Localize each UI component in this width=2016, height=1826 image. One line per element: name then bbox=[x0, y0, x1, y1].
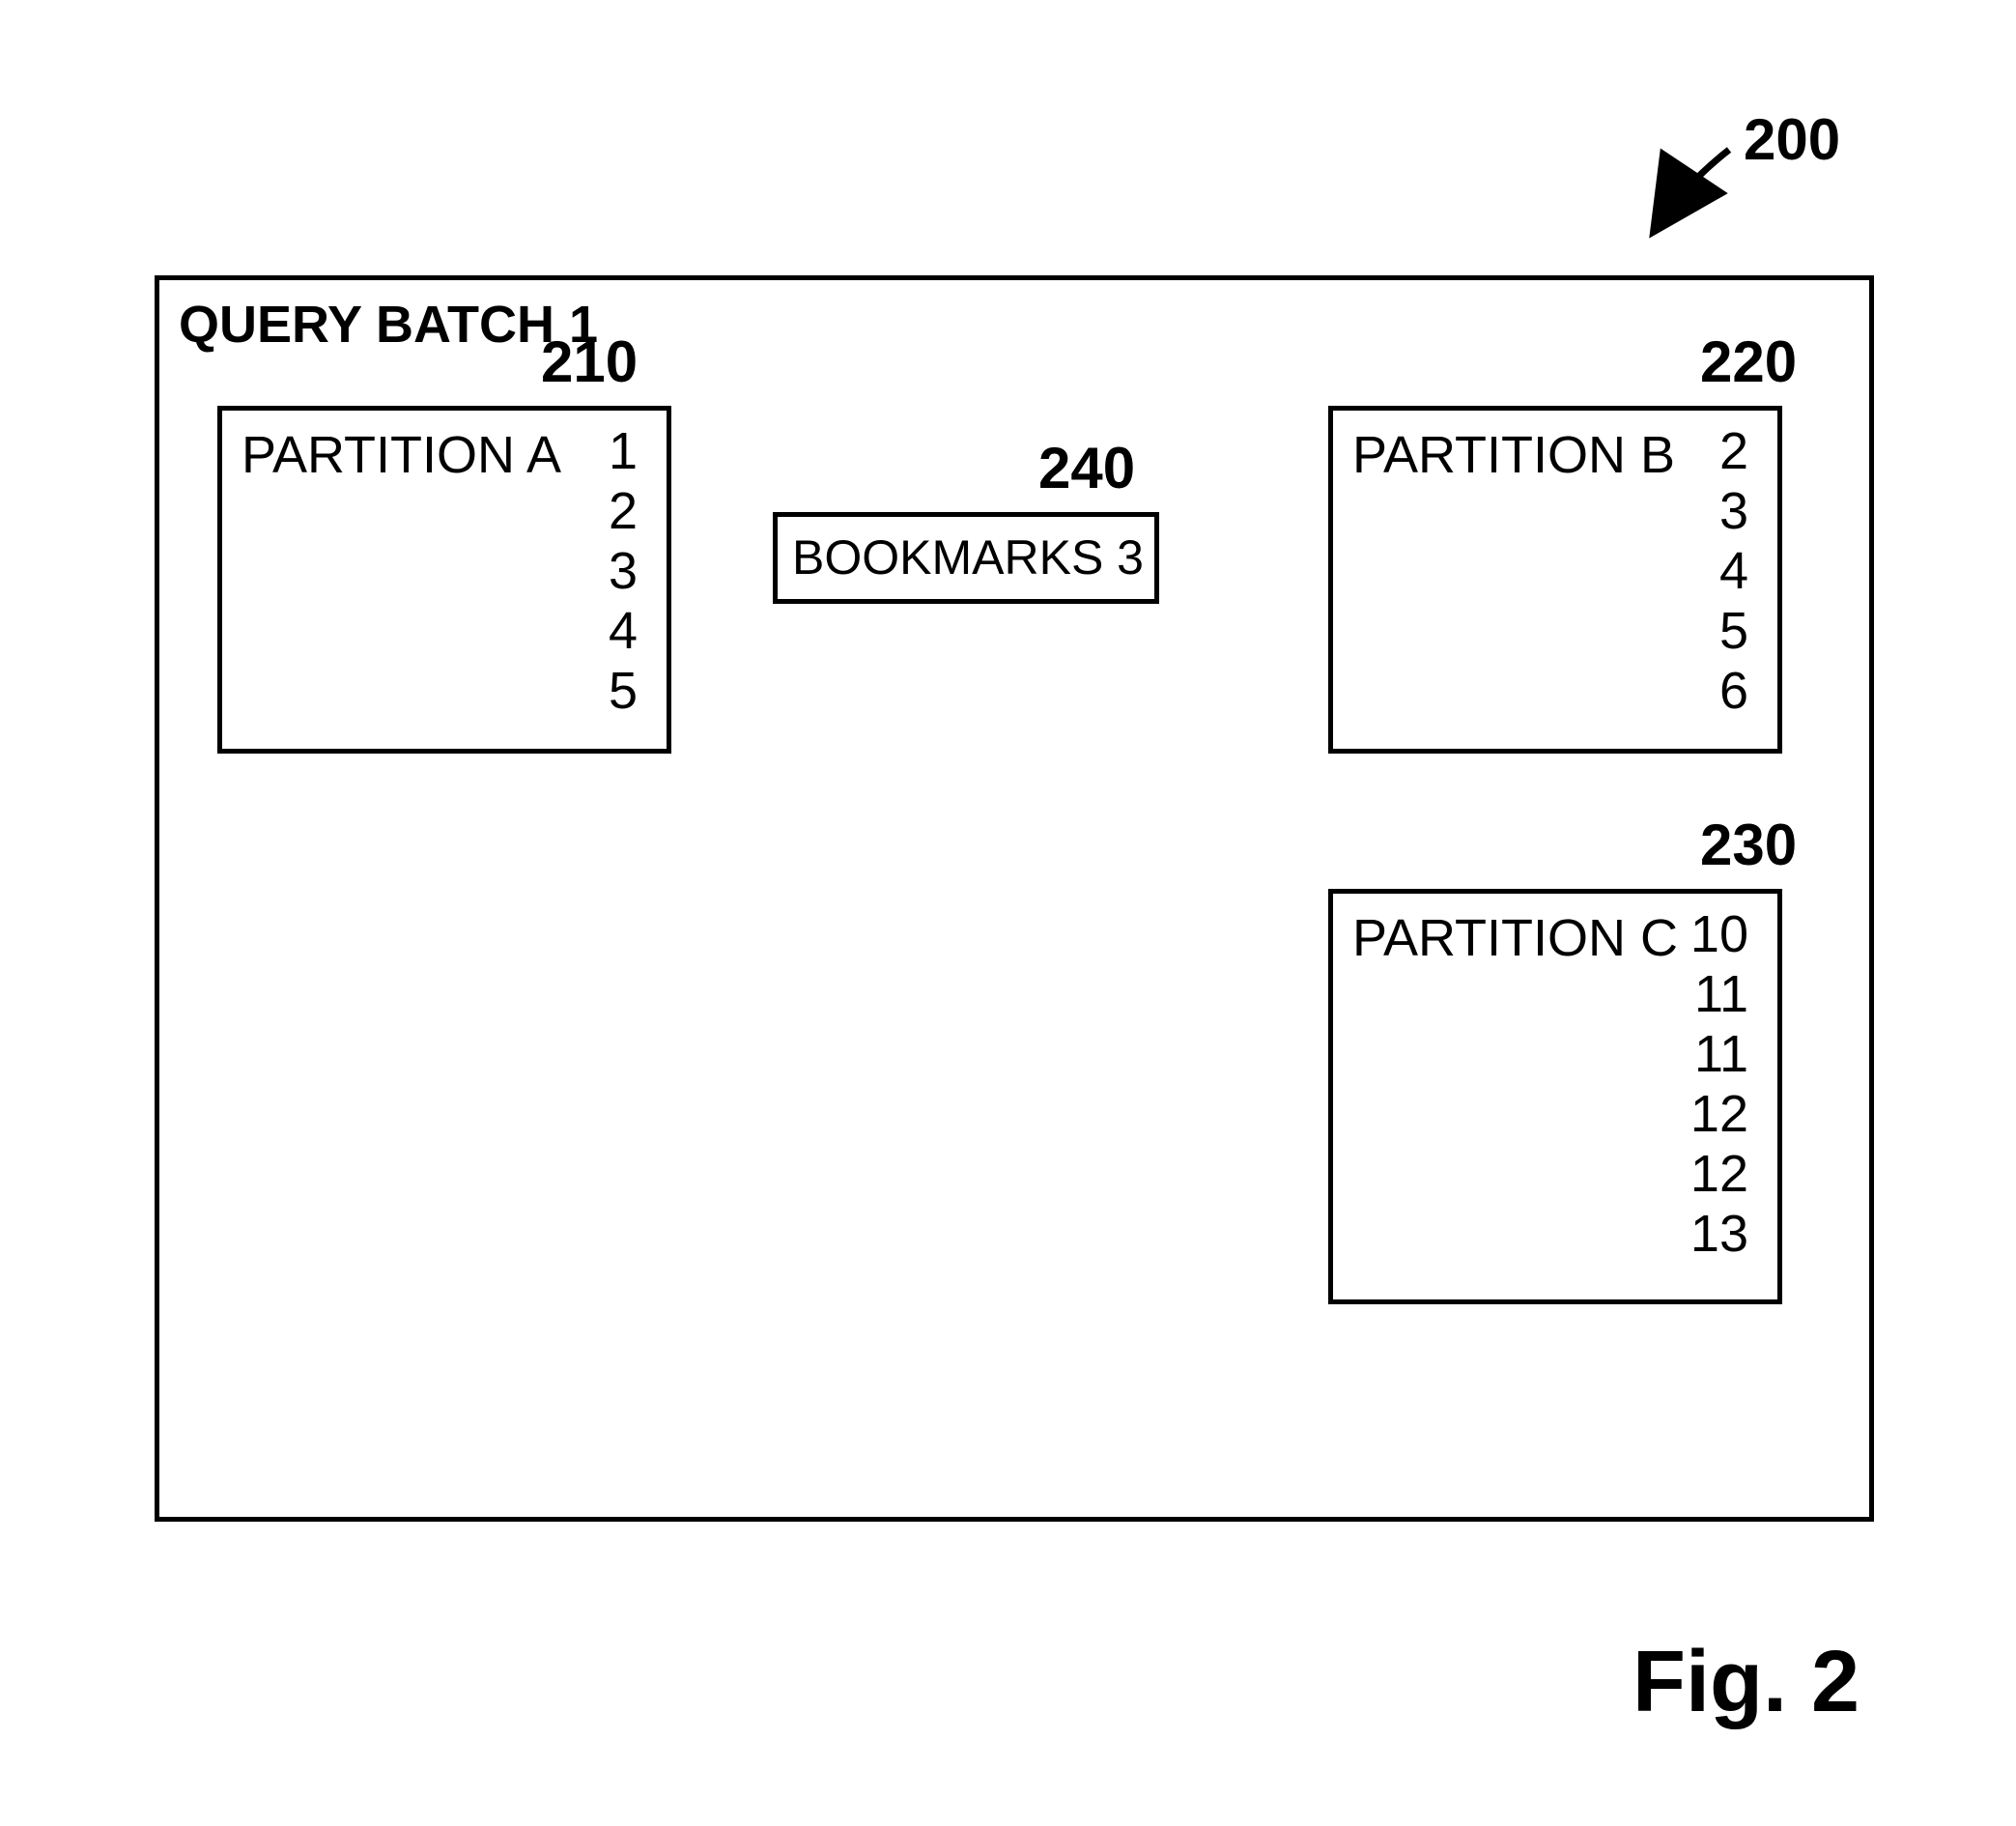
query-batch-title: QUERY BATCH 1 bbox=[179, 295, 598, 355]
value: 13 bbox=[1671, 1208, 1748, 1268]
partition-c-values: 10 11 11 12 12 13 bbox=[1671, 908, 1748, 1268]
value: 4 bbox=[580, 605, 638, 665]
value: 5 bbox=[580, 665, 638, 725]
partition-b-values: 2 3 4 5 6 bbox=[1690, 425, 1748, 725]
figure-caption: Fig. 2 bbox=[1633, 1633, 1860, 1732]
value: 2 bbox=[1690, 425, 1748, 485]
value: 3 bbox=[580, 545, 638, 605]
value: 6 bbox=[1690, 665, 1748, 725]
ref-240: 240 bbox=[1038, 435, 1135, 501]
ref-200: 200 bbox=[1744, 106, 1840, 173]
value: 12 bbox=[1671, 1088, 1748, 1148]
partition-b-title: PARTITION B bbox=[1352, 425, 1675, 485]
ref-210: 210 bbox=[541, 328, 638, 395]
ref-230: 230 bbox=[1700, 812, 1797, 878]
value: 1 bbox=[580, 425, 638, 485]
value: 3 bbox=[1690, 485, 1748, 545]
ref-220: 220 bbox=[1700, 328, 1797, 395]
value: 2 bbox=[580, 485, 638, 545]
partition-c-title: PARTITION C bbox=[1352, 908, 1678, 968]
value: 11 bbox=[1671, 1028, 1748, 1088]
partition-a-values: 1 2 3 4 5 bbox=[580, 425, 638, 725]
partition-a-title: PARTITION A bbox=[241, 425, 561, 485]
bookmarks-label: BOOKMARKS 3 bbox=[792, 529, 1144, 585]
value: 10 bbox=[1671, 908, 1748, 968]
value: 11 bbox=[1671, 968, 1748, 1028]
value: 5 bbox=[1690, 605, 1748, 665]
value: 4 bbox=[1690, 545, 1748, 605]
value: 12 bbox=[1671, 1148, 1748, 1208]
diagram-canvas: 200 QUERY BATCH 1 210 PARTITION A 1 2 3 … bbox=[0, 0, 2016, 1826]
